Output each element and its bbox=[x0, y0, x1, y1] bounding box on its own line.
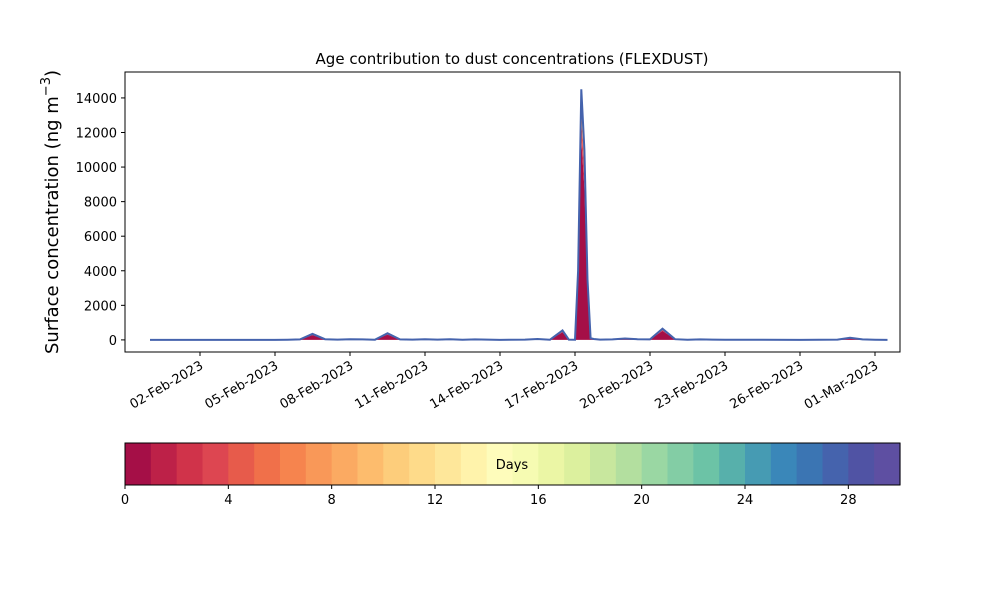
colorbar-swatch bbox=[409, 443, 436, 485]
y-axis-label-main: Surface concentration (ng m bbox=[42, 96, 63, 354]
colorbar-swatch bbox=[770, 443, 798, 485]
colorbar-tick-label: 12 bbox=[427, 493, 444, 508]
x-tick-label: 23-Feb-2023 bbox=[652, 358, 731, 412]
y-axis-label: Surface concentration (ng m−3) bbox=[39, 70, 63, 354]
colorbar-tick-label: 8 bbox=[328, 493, 336, 508]
colorbar-swatch bbox=[719, 443, 746, 485]
colorbar-tick-label: 4 bbox=[224, 493, 232, 508]
x-axis-ticks: 02-Feb-202305-Feb-202308-Feb-202311-Feb-… bbox=[127, 352, 881, 413]
y-axis-label-close: ) bbox=[42, 70, 63, 77]
colorbar-tick-label: 28 bbox=[840, 493, 857, 508]
colorbar-swatch bbox=[228, 443, 255, 485]
colorbar-swatch bbox=[641, 443, 669, 485]
colorbar-swatch bbox=[280, 443, 307, 485]
colorbar-swatch bbox=[383, 443, 410, 485]
colorbar-swatch bbox=[667, 443, 694, 485]
colorbar-swatch bbox=[693, 443, 720, 485]
x-tick-label: 08-Feb-2023 bbox=[277, 358, 356, 412]
plot-frame bbox=[124, 71, 901, 353]
x-tick-label: 26-Feb-2023 bbox=[727, 358, 806, 412]
x-tick-label: 05-Feb-2023 bbox=[202, 358, 281, 412]
y-tick-label: 6000 bbox=[84, 230, 117, 245]
y-tick-label: 8000 bbox=[84, 196, 117, 211]
colorbar-swatch bbox=[848, 443, 875, 485]
colorbar-tick-label: 16 bbox=[530, 493, 547, 508]
y-tick-label: 14000 bbox=[76, 92, 117, 107]
colorbar-swatch bbox=[125, 443, 152, 485]
plot-area bbox=[124, 71, 901, 353]
x-tick-label: 14-Feb-2023 bbox=[427, 358, 506, 412]
colorbar bbox=[124, 442, 901, 486]
colorbar-swatch bbox=[512, 443, 539, 485]
age-band-mid3 bbox=[150, 101, 888, 340]
y-tick-label: 2000 bbox=[84, 299, 117, 314]
colorbar-swatch bbox=[874, 443, 901, 485]
x-tick-label: 02-Feb-2023 bbox=[127, 358, 206, 412]
y-tick-label: 12000 bbox=[76, 126, 117, 141]
age-band-old bbox=[150, 89, 888, 340]
colorbar-frame bbox=[124, 442, 901, 486]
colorbar-swatch bbox=[745, 443, 772, 485]
x-tick-label: 01-Mar-2023 bbox=[802, 358, 881, 412]
colorbar-swatch bbox=[796, 443, 824, 485]
colorbar-tick-label: 24 bbox=[737, 493, 754, 508]
age-band-mid1 bbox=[150, 119, 888, 340]
y-tick-label: 10000 bbox=[76, 161, 117, 176]
total-concentration-line bbox=[150, 89, 888, 341]
colorbar-swatch bbox=[357, 443, 384, 485]
colorbar-swatch bbox=[615, 443, 643, 485]
colorbar-ticks: 0 4 8 12 16 20 24 28 bbox=[121, 485, 857, 508]
colorbar-swatch bbox=[176, 443, 204, 485]
colorbar-swatch bbox=[590, 443, 617, 485]
colorbar-swatch bbox=[254, 443, 281, 485]
age-band-mid2 bbox=[150, 109, 888, 340]
colorbar-swatch bbox=[305, 443, 333, 485]
x-tick-label: 20-Feb-2023 bbox=[577, 358, 656, 412]
colorbar-swatch bbox=[150, 443, 178, 485]
colorbar-swatch bbox=[538, 443, 565, 485]
y-axis-ticks: 0 2000 4000 6000 8000 10000 12000 14000 bbox=[76, 92, 125, 349]
colorbar-swatch bbox=[331, 443, 359, 485]
colorbar-label: Days bbox=[496, 458, 529, 473]
colorbar-swatch bbox=[822, 443, 849, 485]
colorbar-swatch bbox=[435, 443, 462, 485]
colorbar-swatch bbox=[460, 443, 488, 485]
colorbar-swatch bbox=[486, 443, 514, 485]
y-tick-label: 0 bbox=[109, 334, 117, 349]
x-tick-label: 17-Feb-2023 bbox=[502, 358, 581, 412]
age-band-young bbox=[150, 139, 888, 340]
colorbar-tick-label: 20 bbox=[633, 493, 650, 508]
colorbar-tick-label: 0 bbox=[121, 493, 129, 508]
x-tick-label: 11-Feb-2023 bbox=[352, 358, 431, 412]
y-tick-label: 4000 bbox=[84, 265, 117, 280]
chart-title: Age contribution to dust concentrations … bbox=[316, 50, 709, 68]
colorbar-swatch bbox=[202, 443, 229, 485]
y-axis-label-unit-exponent: −3 bbox=[39, 77, 54, 96]
colorbar-swatch bbox=[564, 443, 591, 485]
